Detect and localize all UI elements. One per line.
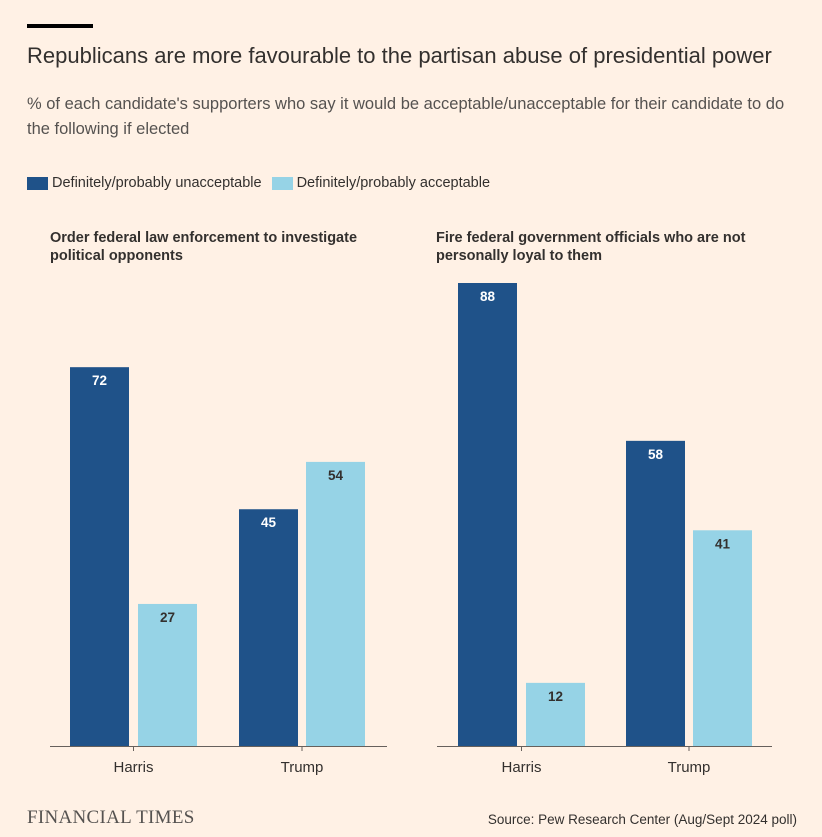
data-label: 41 [715,536,731,551]
x-tick-label: Harris [114,759,154,776]
bar-trump-unacceptable [626,440,685,746]
header-accent-bar [27,24,93,28]
bar-trump-unacceptable [239,509,298,746]
legend-swatch-unacceptable [27,176,48,190]
data-label: 58 [648,447,664,462]
legend: Definitely/probably unacceptable Definit… [27,172,500,194]
x-tick-label: Trump [281,759,324,776]
chart-subtitle: % of each candidate's supporters who say… [27,95,785,138]
data-label: 72 [92,373,107,388]
legend-label-acceptable: Definitely/probably acceptable [296,175,491,191]
bar-trump-acceptable [306,461,365,746]
bar-harris-unacceptable [458,283,517,746]
legend-item-acceptable: Definitely/probably acceptable [271,175,491,191]
data-label: 88 [480,289,496,304]
chart-title: Republicans are more favourable to the p… [27,43,772,68]
bar-harris-acceptable [138,603,197,746]
bar-harris-acceptable [526,682,585,746]
bar-harris-unacceptable [70,367,129,746]
data-label: 45 [261,515,277,530]
data-label: 27 [160,610,175,625]
x-tick-label: Trump [668,759,711,776]
panel-title-investigate: Order federal law enforcement to investi… [50,230,358,264]
x-tick-label: Harris [502,759,542,776]
legend-swatch-acceptable [271,176,293,190]
legend-label-unacceptable: Definitely/probably unacceptable [52,175,262,191]
ft-logo: FINANCIAL TIMES [27,807,195,828]
bar-trump-acceptable [693,530,752,746]
panel-title-fire: Fire federal government officials who ar… [436,230,746,264]
data-label: 12 [548,689,563,704]
source-note: Source: Pew Research Center (Aug/Sept 20… [487,812,797,827]
data-label: 54 [328,468,344,483]
legend-item-unacceptable: Definitely/probably unacceptable [27,175,262,191]
